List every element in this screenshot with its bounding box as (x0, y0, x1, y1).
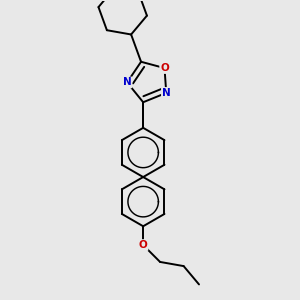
Text: N: N (123, 77, 131, 87)
Text: O: O (139, 240, 148, 250)
Text: O: O (160, 63, 169, 73)
Text: N: N (162, 88, 171, 98)
